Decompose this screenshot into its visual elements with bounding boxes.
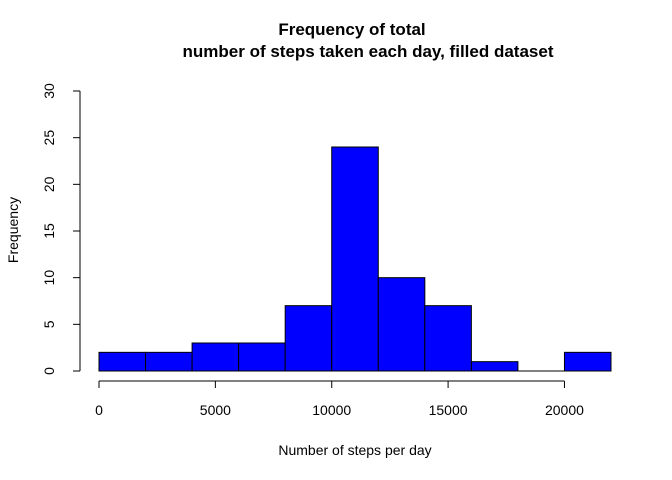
histogram-bar [424, 305, 472, 372]
x-axis-label: Number of steps per day [278, 442, 431, 458]
histogram-bar [191, 342, 240, 372]
histogram-bar [98, 351, 147, 372]
histogram-bar [563, 351, 612, 372]
histogram-bar [238, 342, 286, 372]
y-tick-label: 0 [41, 367, 57, 375]
y-tick-label: 25 [41, 130, 57, 146]
y-tick-label: 30 [41, 83, 57, 99]
x-tick-label: 0 [95, 402, 103, 418]
chart-title-line-2: number of steps taken each day, filled d… [183, 42, 554, 61]
histogram-bar [331, 146, 379, 372]
x-tick-label: 20000 [545, 402, 584, 418]
y-axis: 0 5 10 15 20 25 30 [41, 83, 81, 375]
x-axis: 0 5000 10000 15000 20000 [95, 380, 584, 418]
histogram-bars [98, 146, 612, 372]
y-tick-label: 15 [41, 223, 57, 239]
y-tick-label: 20 [41, 176, 57, 192]
y-tick-label: 10 [41, 270, 57, 286]
y-axis-label: Frequency [5, 197, 21, 263]
histogram-bar [145, 351, 193, 372]
histogram-bar [284, 305, 333, 372]
histogram-bar [377, 277, 426, 372]
x-tick-label: 10000 [312, 402, 351, 418]
chart-title-line-1: Frequency of total [278, 20, 425, 39]
x-tick-label: 5000 [200, 402, 231, 418]
y-tick-label: 5 [41, 320, 57, 328]
x-tick-label: 15000 [429, 402, 468, 418]
histogram-bar [470, 361, 519, 372]
